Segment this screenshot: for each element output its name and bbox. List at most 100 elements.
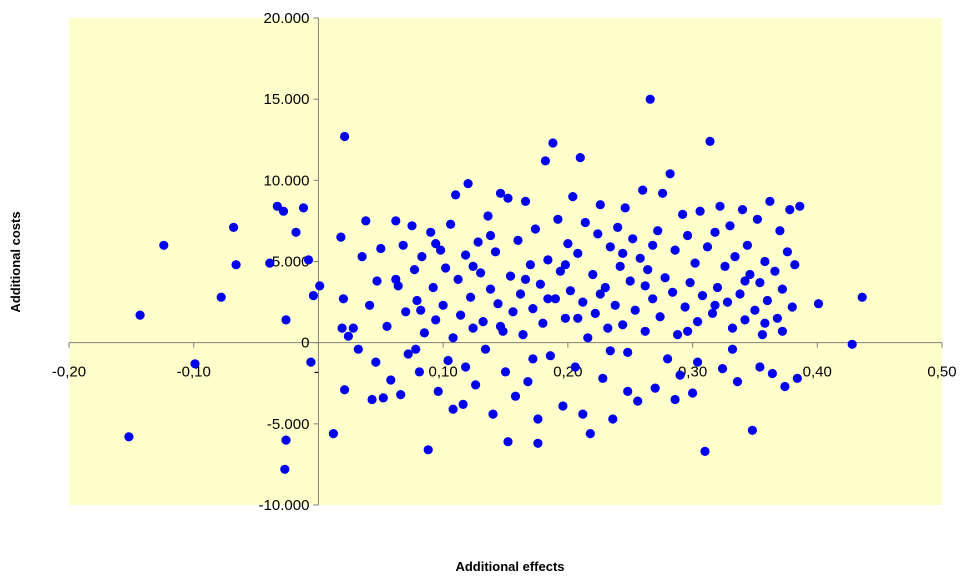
data-point: [668, 287, 678, 297]
y-tick-labels: 20.000 15.000 10.000 5.000 0 -5.000 -10.000: [259, 10, 310, 514]
data-point: [742, 240, 753, 250]
data-point: [670, 245, 680, 255]
y-tick-label: 15.000: [264, 91, 310, 108]
data-point: [281, 315, 291, 325]
data-point: [678, 209, 688, 219]
data-point: [340, 385, 350, 395]
data-point: [515, 289, 526, 299]
data-point: [367, 394, 377, 405]
data-point: [570, 362, 580, 372]
data-point: [453, 274, 463, 284]
data-point: [575, 153, 585, 163]
data-point: [700, 446, 710, 456]
data-point: [683, 230, 693, 241]
data-point: [605, 242, 615, 252]
data-point: [600, 282, 610, 293]
data-point: [135, 310, 145, 320]
data-point: [412, 295, 422, 306]
data-point: [337, 323, 347, 333]
data-point: [382, 321, 392, 331]
data-point: [762, 295, 773, 306]
data-point: [229, 222, 239, 232]
data-point: [673, 330, 683, 340]
data-point: [598, 373, 608, 383]
data-point: [463, 179, 473, 189]
data-point: [727, 344, 738, 354]
data-point: [543, 294, 553, 304]
data-point: [473, 237, 483, 247]
data-point: [371, 357, 381, 367]
data-point: [790, 260, 800, 270]
data-point: [655, 312, 665, 322]
data-point: [306, 357, 316, 367]
data-point: [580, 217, 590, 228]
data-point: [697, 291, 708, 301]
data-point: [426, 227, 436, 237]
data-point: [548, 138, 558, 148]
data-point: [378, 393, 388, 403]
data-point: [588, 269, 598, 280]
data-point: [727, 323, 738, 333]
data-point: [471, 380, 481, 390]
data-point: [693, 317, 703, 327]
data-point: [493, 299, 503, 309]
data-point: [528, 354, 538, 364]
y-tick-label: 20.000: [264, 10, 310, 27]
data-point: [608, 414, 618, 424]
data-point: [752, 214, 763, 224]
data-point: [757, 330, 768, 340]
data-point: [777, 284, 788, 294]
data-point: [407, 221, 417, 231]
data-point: [688, 388, 698, 398]
data-point: [478, 317, 488, 327]
data-point: [653, 226, 663, 236]
x-tick-label: 0,50: [927, 364, 956, 381]
data-point: [468, 323, 478, 333]
data-point: [431, 239, 441, 249]
data-point: [717, 364, 728, 374]
data-point: [451, 190, 461, 200]
data-point: [595, 289, 605, 299]
data-point: [630, 305, 640, 315]
data-point: [441, 263, 451, 273]
data-point: [353, 344, 363, 354]
data-point: [857, 292, 867, 302]
data-point: [792, 373, 802, 383]
data-point: [648, 294, 658, 304]
data-point: [401, 307, 411, 317]
data-point: [755, 278, 765, 288]
data-point: [231, 260, 241, 270]
data-point: [735, 289, 745, 299]
data-point: [578, 297, 588, 307]
data-point: [543, 255, 553, 265]
data-point: [461, 250, 471, 260]
data-point: [315, 281, 325, 291]
data-point: [510, 391, 521, 401]
data-point: [573, 248, 583, 258]
data-point: [560, 260, 571, 270]
data-point: [695, 206, 705, 216]
data-point: [670, 394, 680, 405]
data-point: [585, 429, 595, 439]
data-point: [565, 286, 576, 296]
x-tick-label-zero: -: [314, 364, 319, 381]
y-axis-title: Additional costs: [8, 211, 23, 312]
data-point: [216, 292, 226, 302]
data-point: [615, 261, 625, 271]
data-point: [795, 201, 805, 211]
data-point: [545, 351, 556, 361]
data-point: [643, 265, 653, 275]
data-point: [265, 258, 275, 268]
data-point: [628, 234, 638, 244]
data-point: [623, 347, 633, 357]
data-point: [376, 243, 386, 254]
data-point: [590, 308, 600, 318]
data-point: [336, 232, 346, 242]
x-tick-label: 0,10: [429, 364, 458, 381]
data-point: [638, 185, 648, 195]
data-point: [740, 315, 750, 325]
data-point: [693, 357, 703, 367]
data-point: [633, 396, 643, 406]
data-point: [518, 330, 528, 340]
